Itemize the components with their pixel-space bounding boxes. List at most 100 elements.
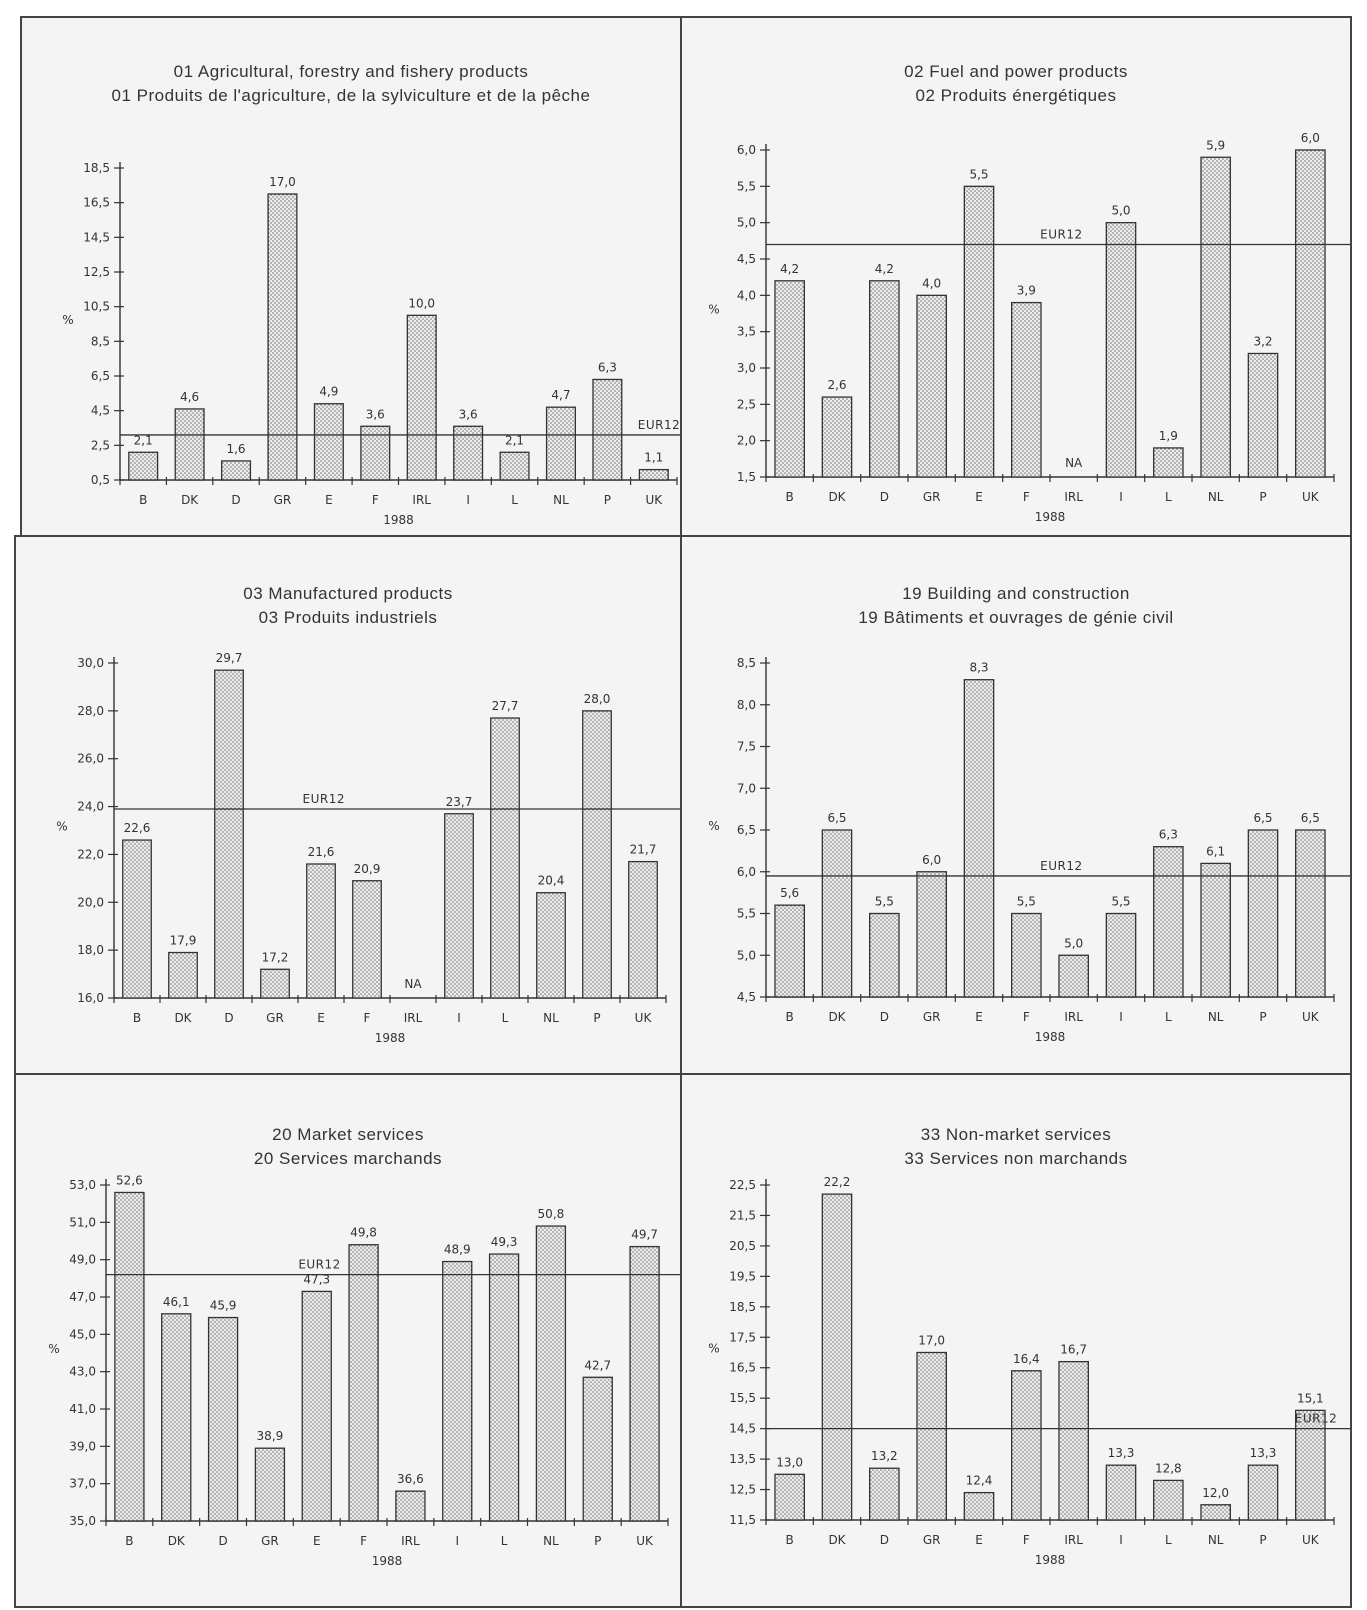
y-axis-label: % <box>708 1342 719 1356</box>
chart-title-fr: 02 Produits énergétiques <box>915 86 1117 105</box>
bar <box>267 193 298 481</box>
x-tick-label: I <box>1119 490 1123 504</box>
x-tick-label: E <box>975 1010 983 1024</box>
reference-line-label: EUR12 <box>1040 227 1082 241</box>
x-axis-label: 1988 <box>383 513 414 527</box>
y-tick-label: 4,5 <box>737 252 756 266</box>
bar <box>1153 846 1184 998</box>
x-tick-label: F <box>1023 1010 1030 1024</box>
x-tick-label: E <box>975 1533 983 1547</box>
bar-value-label: NA <box>404 977 422 991</box>
bar-value-label: 28,0 <box>584 692 611 706</box>
x-tick-label: L <box>1165 1533 1172 1547</box>
y-tick-label: 3,5 <box>737 325 756 339</box>
y-tick-label: 6,5 <box>737 823 756 837</box>
bar-value-label: 42,7 <box>584 1358 611 1372</box>
bar <box>161 1313 192 1522</box>
bar <box>214 669 244 999</box>
chart-panel-manufactured: 03 Manufactured products 03 Produits ind… <box>14 535 682 1075</box>
y-axis-label: % <box>48 1342 59 1356</box>
bar <box>916 871 947 998</box>
x-tick-label: F <box>372 493 379 507</box>
y-tick-label: 37,0 <box>69 1477 96 1491</box>
x-tick-label: F <box>364 1011 371 1025</box>
y-tick-label: 14,5 <box>729 1422 756 1436</box>
x-tick-label: P <box>594 1534 601 1548</box>
bar <box>582 1376 613 1522</box>
bar <box>629 1245 660 1522</box>
bar-value-label: 6,0 <box>1301 131 1320 145</box>
bar-value-label: 6,5 <box>1301 811 1320 825</box>
x-tick-label: F <box>360 1534 367 1548</box>
y-tick-label: 6,5 <box>91 369 110 383</box>
bar-value-label: 23,7 <box>446 795 473 809</box>
bar-value-label: 2,1 <box>134 433 153 447</box>
bar-value-label: 17,0 <box>269 175 296 189</box>
x-tick-label: F <box>1023 490 1030 504</box>
bar <box>869 280 900 478</box>
bar-value-label: 6,1 <box>1206 844 1225 858</box>
bar-value-label: 15,1 <box>1297 1391 1324 1405</box>
bar <box>1200 1504 1231 1521</box>
bar-chart-building: 4,5 5,0 5,5 6,0 6,5 7,0 7,5 8,0 8,5% 5,6 B 6,5 DK 5,5… <box>708 656 1350 1044</box>
x-tick-label: D <box>880 1533 889 1547</box>
x-axis-label: 1988 <box>1035 1553 1066 1567</box>
x-tick-label: UK <box>1302 1010 1320 1024</box>
chart-panel-agricultural: 01 Agricultural, forestry and fishery pr… <box>20 16 682 537</box>
bar-value-label: 29,7 <box>216 651 243 665</box>
bar-value-label: 45,9 <box>210 1299 237 1313</box>
y-tick-label: 8,5 <box>91 334 110 348</box>
x-tick-label: I <box>457 1011 461 1025</box>
x-tick-label: D <box>224 1011 233 1025</box>
y-tick-label: 11,5 <box>729 1513 756 1527</box>
reference-line-label: EUR12 <box>638 418 680 432</box>
x-tick-label: I <box>1119 1010 1123 1024</box>
x-tick-label: UK <box>1302 490 1320 504</box>
chart-panel-market-services: 20 Market services 20 Services marchands… <box>14 1073 682 1608</box>
x-tick-label: P <box>593 1011 600 1025</box>
bar <box>254 1447 286 1522</box>
bar <box>306 863 336 999</box>
bar-value-label: 13,3 <box>1250 1446 1277 1460</box>
bar-value-label: 20,4 <box>538 874 565 888</box>
chart-title-fr: 19 Bâtiments et ouvrages de génie civil <box>858 608 1174 627</box>
chart-panel-building: 19 Building and construction 19 Bâtiment… <box>680 535 1352 1075</box>
chart-title-en: 19 Building and construction <box>902 584 1130 603</box>
bar-value-label: 50,8 <box>538 1207 565 1221</box>
y-tick-label: 47,0 <box>69 1290 96 1304</box>
bar-value-label: 46,1 <box>163 1295 190 1309</box>
bar <box>1295 1409 1326 1521</box>
y-tick-label: 51,0 <box>69 1215 96 1229</box>
y-tick-label: 10,5 <box>83 300 110 314</box>
bar <box>963 185 995 478</box>
bar <box>395 1490 426 1522</box>
y-tick-label: 19,5 <box>729 1269 756 1283</box>
bar <box>174 408 205 481</box>
bar <box>221 460 252 481</box>
y-tick-label: 22,0 <box>77 847 104 861</box>
chart-title-en: 01 Agricultural, forestry and fishery pr… <box>173 62 529 81</box>
chart-title-en: 20 Market services <box>272 1125 424 1144</box>
x-tick-label: NL <box>553 493 569 507</box>
bar <box>1295 829 1326 998</box>
x-axis-label: 1988 <box>1035 1030 1066 1044</box>
bar-value-label: 5,5 <box>969 167 988 181</box>
x-tick-label: NL <box>1208 490 1224 504</box>
x-tick-label: P <box>1259 490 1266 504</box>
y-tick-label: 5,0 <box>737 948 756 962</box>
x-tick-label: E <box>313 1534 321 1548</box>
bar <box>114 1191 145 1522</box>
bar <box>1058 1360 1089 1521</box>
y-tick-label: 2,0 <box>737 434 756 448</box>
bar <box>535 1225 567 1522</box>
bar <box>1105 222 1137 478</box>
x-tick-label: IRL <box>1064 1010 1083 1024</box>
y-axis-label: % <box>62 313 73 327</box>
y-tick-label: 15,5 <box>729 1391 756 1405</box>
x-tick-label: D <box>218 1534 227 1548</box>
bar-value-label: 5,5 <box>1111 895 1130 909</box>
bar-value-label: 13,2 <box>871 1449 898 1463</box>
bar-value-label: 5,0 <box>1111 204 1130 218</box>
x-tick-label: I <box>455 1534 459 1548</box>
x-tick-label: D <box>880 490 889 504</box>
